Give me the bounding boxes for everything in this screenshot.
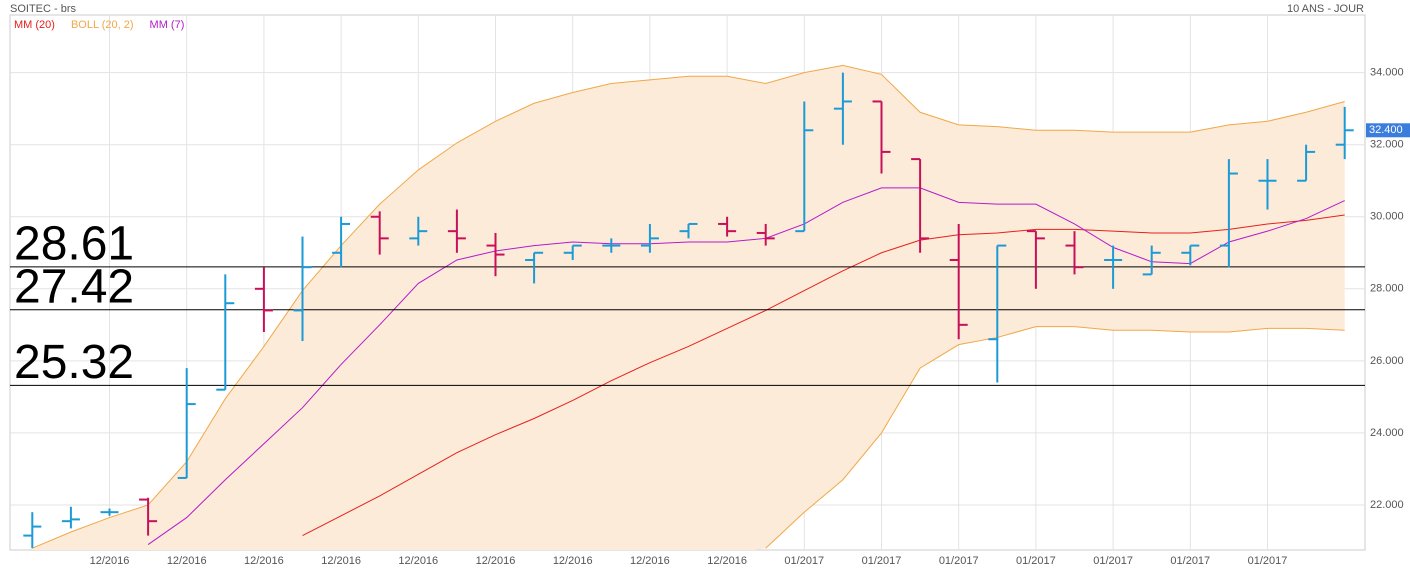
y-tick-label: 28.000	[1370, 283, 1404, 295]
ma20-line	[302, 214, 1345, 537]
y-tick-label: 24.000	[1370, 427, 1404, 439]
legend-entry: MM (7)	[150, 19, 185, 31]
level-label: 28.61	[14, 218, 134, 271]
legend-entry: MM (20)	[14, 19, 55, 31]
x-tick-label: 01/2017	[784, 555, 824, 567]
x-tick-label: 12/2016	[167, 555, 207, 567]
x-tick-label: 01/2017	[1170, 555, 1210, 567]
y-tick-label: 32.000	[1370, 139, 1404, 151]
level-label: 25.32	[14, 336, 134, 389]
period: 10 ANS - JOUR	[1287, 3, 1364, 15]
x-tick-label: 12/2016	[398, 555, 438, 567]
boll-lower	[765, 326, 1345, 549]
x-tick-label: 01/2017	[1093, 555, 1133, 567]
y-tick-label: 22.000	[1370, 499, 1404, 511]
y-tick-label: 30.000	[1370, 211, 1404, 223]
x-tick-label: 12/2016	[244, 555, 284, 567]
level-label: 27.42	[14, 260, 134, 313]
price-tag	[1366, 123, 1410, 138]
legend-entry: BOLL (20, 2)	[71, 19, 134, 31]
price-tag-label: 32.400	[1369, 124, 1403, 136]
x-tick-label: 12/2016	[476, 555, 516, 567]
band-fill	[32, 65, 1345, 550]
ma7-line	[147, 187, 1345, 546]
x-tick-label: 12/2016	[630, 555, 670, 567]
y-tick-label: 26.000	[1370, 355, 1404, 367]
x-tick-label: 12/2016	[553, 555, 593, 567]
chart-title: SOITEC - brs	[10, 3, 77, 15]
y-tick-label: 34.000	[1370, 67, 1404, 79]
x-tick-label: 01/2017	[1016, 555, 1056, 567]
x-tick-label: 12/2016	[321, 555, 361, 567]
x-tick-label: 01/2017	[939, 555, 979, 567]
x-tick-label: 01/2017	[1248, 555, 1288, 567]
boll-upper	[32, 64, 1345, 549]
x-tick-label: 01/2017	[862, 555, 902, 567]
x-tick-label: 12/2016	[90, 555, 130, 567]
x-tick-label: 12/2016	[707, 555, 747, 567]
